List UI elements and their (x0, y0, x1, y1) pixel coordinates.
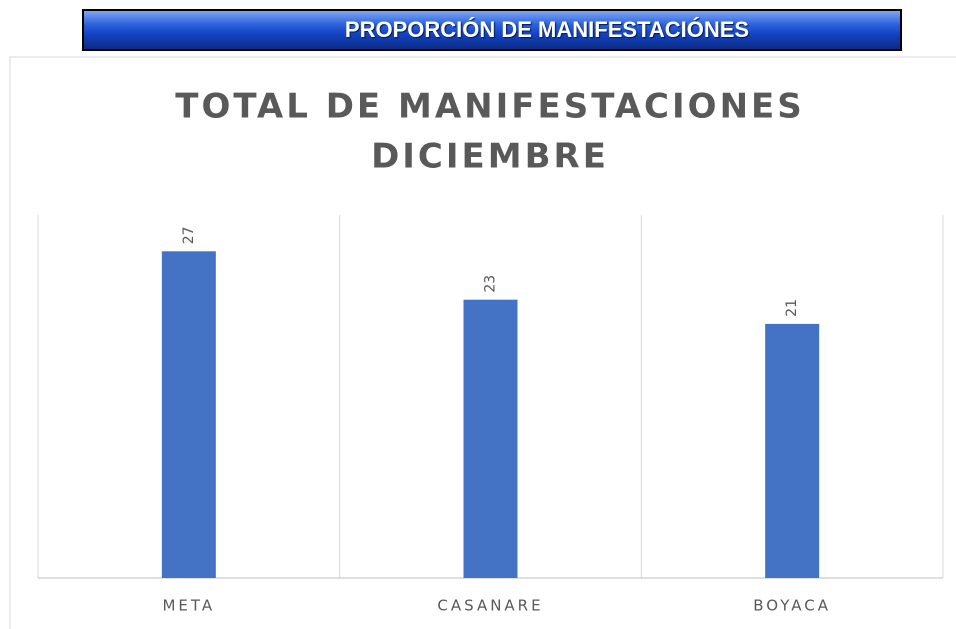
data-label: 21 (784, 299, 800, 317)
banner: PROPORCIÓN DE MANIFESTACIÓNES (82, 9, 902, 51)
chart-title: DICIEMBRE (371, 137, 609, 177)
data-label: 23 (483, 275, 499, 293)
bar (463, 299, 518, 578)
bar (161, 251, 216, 579)
chart-border (9, 56, 956, 629)
data-label: 27 (181, 226, 197, 244)
x-tick-label: CASANARE (437, 597, 543, 615)
x-tick-label: META (162, 597, 215, 615)
chart-title: TOTAL DE MANIFESTACIONES (175, 87, 804, 127)
x-tick-label: BOYACA (753, 597, 831, 615)
bar (765, 323, 820, 578)
